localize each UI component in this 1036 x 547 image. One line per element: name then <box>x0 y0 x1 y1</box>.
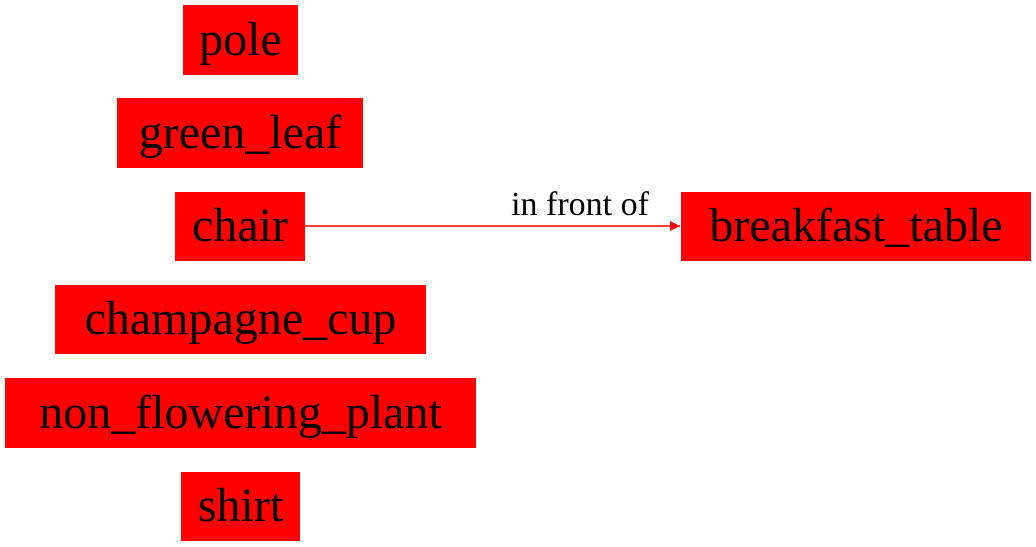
node-champagne-cup: champagne_cup <box>55 285 426 354</box>
node-box <box>117 98 363 168</box>
node-label: pole <box>199 13 282 66</box>
edge-label: in front of <box>511 186 650 223</box>
node-label: non_flowering_plant <box>39 386 442 439</box>
node-box <box>183 5 298 75</box>
edge-chair-breakfast-table: in front of <box>305 186 680 231</box>
node-label: breakfast_table <box>709 199 1002 252</box>
node-box <box>681 192 1031 261</box>
node-breakfast-table: breakfast_table <box>681 192 1031 261</box>
node-green-leaf: green_leaf <box>117 98 363 168</box>
node-box <box>5 378 476 448</box>
node-label: shirt <box>198 479 284 532</box>
node-pole: pole <box>183 5 298 75</box>
node-box <box>181 472 300 541</box>
node-non-flowering-plant: non_flowering_plant <box>5 378 476 448</box>
node-box <box>175 192 305 261</box>
node-label: champagne_cup <box>85 292 397 345</box>
node-chair: chair <box>175 192 305 261</box>
node-shirt: shirt <box>181 472 300 541</box>
node-label: green_leaf <box>139 106 342 159</box>
node-label: chair <box>192 199 288 252</box>
node-box <box>55 285 426 354</box>
